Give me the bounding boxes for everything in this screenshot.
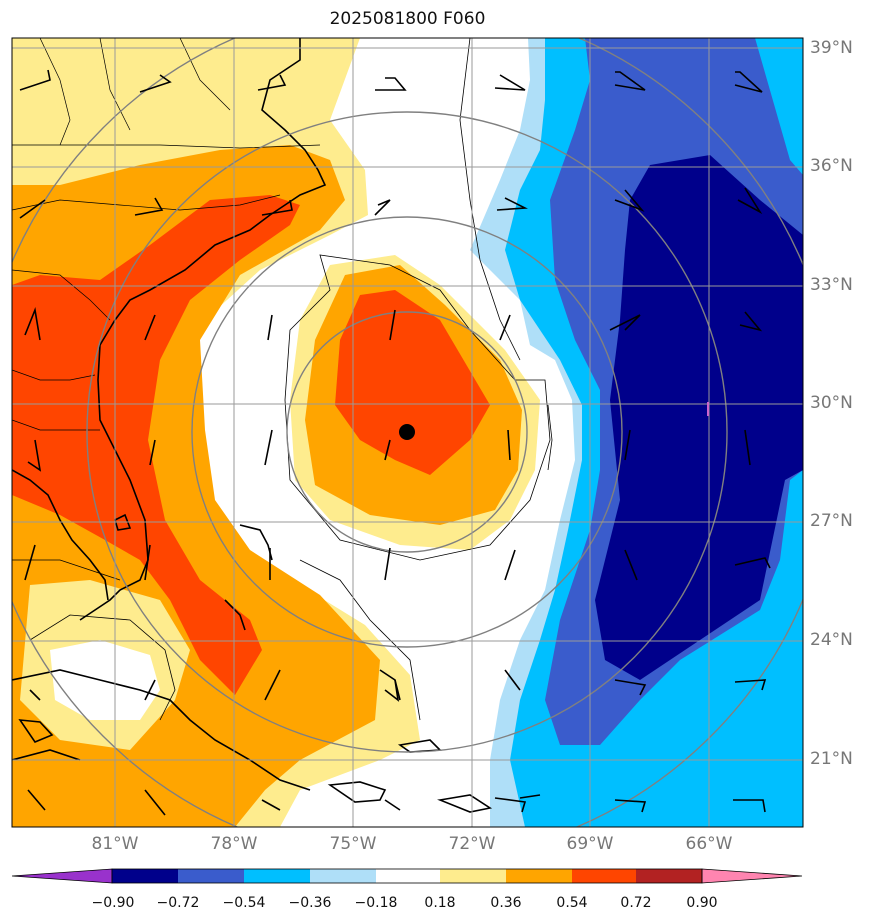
colorbar-label-2: −0.54 (222, 895, 266, 911)
colorbar-label-5: 0.18 (424, 895, 456, 911)
graticule (12, 38, 803, 827)
state-borders (12, 38, 321, 431)
colorbar-bin-8 (572, 869, 636, 883)
lat-label-36: 36°N (810, 156, 853, 176)
colorbar-label-1: −0.72 (156, 895, 200, 911)
colorbar-bin-1 (112, 869, 178, 883)
lon-label-72: 72°W (448, 834, 496, 854)
lat-label-30: 30°N (810, 393, 853, 413)
colorbar-label-7: 0.54 (556, 895, 588, 911)
colorbar-label-0: −0.90 (91, 895, 135, 911)
lat-label-33: 33°N (810, 275, 853, 295)
map-title: 2025081800 F060 (329, 9, 486, 29)
storm-center-dot (399, 424, 415, 440)
lon-label-81: 81°W (91, 834, 139, 854)
colorbar-extend-low (11, 868, 113, 884)
lon-label-75: 75°W (329, 834, 377, 854)
colorbar-label-3: −0.36 (288, 895, 332, 911)
contour-pos-054-core (335, 290, 490, 475)
range-rings (12, 38, 803, 827)
colorbar (11, 868, 803, 884)
colorbar-label-6: 0.36 (490, 895, 522, 911)
colorbar-bin-2 (178, 869, 244, 883)
map-panel (11, 37, 804, 828)
colorbar-bin-4 (310, 869, 376, 883)
colorbar-extend-high (701, 868, 803, 884)
colorbar-bin-7 (506, 869, 572, 883)
lat-label-24: 24°N (810, 630, 853, 650)
colorbar-label-9: 0.90 (686, 895, 718, 911)
lat-label-27: 27°N (810, 511, 853, 531)
lat-label-39: 39°N (810, 38, 853, 58)
wind-barbs (19, 69, 771, 816)
lon-label-66: 66°W (685, 834, 733, 854)
lat-label-21: 21°N (810, 749, 853, 769)
contour-pos-054-west (12, 195, 300, 695)
colorbar-bin-5 (376, 869, 440, 883)
lon-label-78: 78°W (210, 834, 258, 854)
colorbar-bin-9 (636, 869, 702, 883)
colorbar-bin-3 (244, 869, 310, 883)
lon-label-69: 69°W (566, 834, 614, 854)
contour-low-gulf (50, 640, 160, 720)
colorbar-label-8: 0.72 (620, 895, 652, 911)
colorbar-bin-6 (440, 869, 506, 883)
colorbar-label-4: −0.18 (354, 895, 398, 911)
